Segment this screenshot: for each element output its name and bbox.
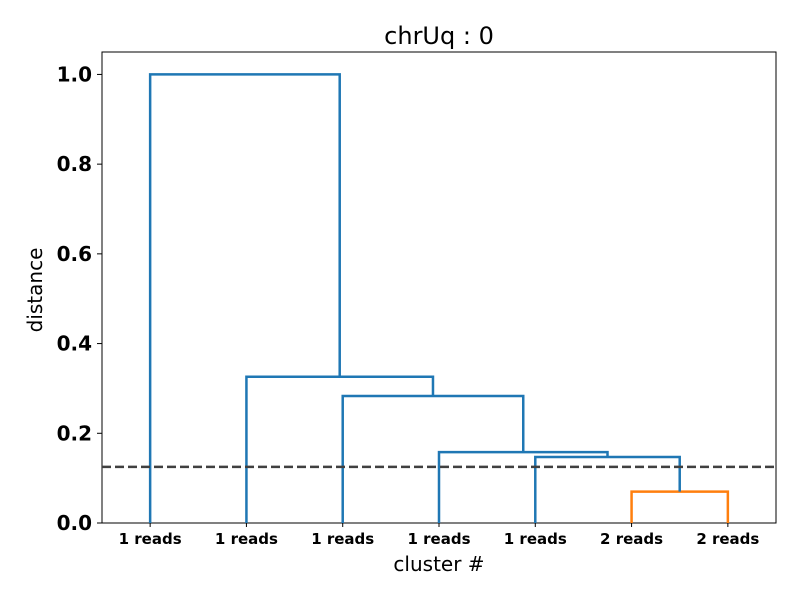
x-tick-label: 2 reads xyxy=(696,530,759,548)
dendrogram-link xyxy=(148,73,341,523)
dendrogram-link xyxy=(245,375,435,523)
dendrogram-link xyxy=(534,455,681,523)
y-tick-label: 0.0 xyxy=(57,511,92,535)
dendrogram-link xyxy=(630,490,730,523)
y-tick-label: 1.0 xyxy=(57,62,92,86)
x-tick-label: 1 reads xyxy=(215,530,278,548)
x-tick-label: 1 reads xyxy=(504,530,567,548)
x-tick-label: 1 reads xyxy=(119,530,182,548)
x-tick-label: 2 reads xyxy=(600,530,663,548)
x-tick-label: 1 reads xyxy=(407,530,470,548)
x-tick-label: 1 reads xyxy=(311,530,374,548)
chart-title: chrUq : 0 xyxy=(384,22,494,50)
y-axis-label: distance xyxy=(23,248,47,333)
y-tick-label: 0.6 xyxy=(57,242,92,266)
x-axis-label: cluster # xyxy=(393,552,484,576)
dendrogram-link xyxy=(437,450,609,523)
dendrogram-link xyxy=(341,394,525,523)
y-tick-label: 0.4 xyxy=(57,332,92,356)
y-tick-label: 0.8 xyxy=(57,152,92,176)
y-tick-label: 0.2 xyxy=(57,421,92,445)
